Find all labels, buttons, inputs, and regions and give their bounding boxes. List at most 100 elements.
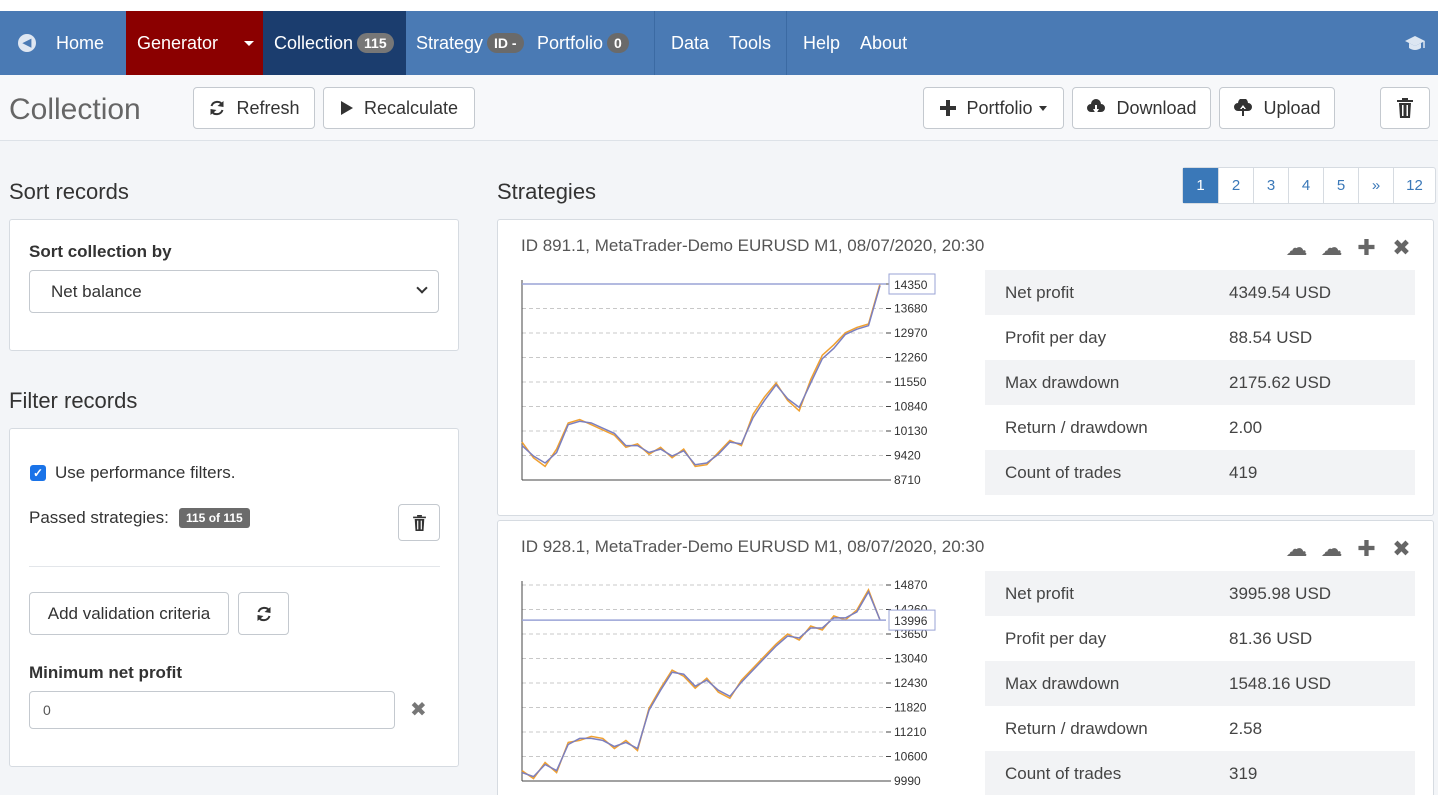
portfolio-count-badge: 0 xyxy=(607,33,629,53)
stat-value: 1548.16 USD xyxy=(1229,673,1332,693)
refresh-icon xyxy=(257,606,270,621)
cloud-upload-icon[interactable]: ☁ xyxy=(1320,235,1343,260)
reset-criteria-button[interactable] xyxy=(238,592,289,635)
stat-row: Net profit 3995.98 USD xyxy=(985,571,1415,616)
plus-icon[interactable]: ✚ xyxy=(1357,235,1376,260)
page-title: Collection xyxy=(9,93,141,126)
page-link[interactable]: 4 xyxy=(1288,168,1323,203)
strategy-card[interactable]: ID 928.1, MetaTrader-Demo EURUSD M1, 08/… xyxy=(497,520,1434,795)
last-value-box xyxy=(888,273,936,295)
stat-row: Max drawdown 1548.16 USD xyxy=(985,661,1415,706)
stat-value: 81.36 USD xyxy=(1229,628,1313,648)
last-value-label: 14350 xyxy=(894,278,928,292)
trash-icon xyxy=(412,514,426,531)
download-button[interactable]: Download xyxy=(1072,87,1211,129)
nav-help[interactable]: Help xyxy=(803,32,841,53)
refresh-icon xyxy=(210,100,224,116)
strategy-title: ID 928.1, MetaTrader-Demo EURUSD M1, 08/… xyxy=(521,537,985,556)
page-link[interactable]: 1 xyxy=(1183,168,1218,203)
cloud-download-icon[interactable]: ☁ xyxy=(1285,235,1308,260)
y-tick-label: 13040 xyxy=(894,652,928,666)
sort-section-title: Sort records xyxy=(9,179,129,204)
stat-value: 419 xyxy=(1229,462,1258,482)
clear-filters-button[interactable] xyxy=(398,504,440,541)
nav-data[interactable]: Data xyxy=(671,32,710,53)
page-link[interactable]: 12 xyxy=(1393,168,1435,203)
stat-value: 2175.62 USD xyxy=(1229,372,1332,392)
nav-generator[interactable]: Generator xyxy=(126,11,263,75)
y-tick-label: 14870 xyxy=(894,578,928,592)
use-filters-label: Use performance filters. xyxy=(55,463,236,482)
stat-label: Count of trades xyxy=(1005,763,1122,783)
play-icon xyxy=(340,101,353,115)
use-filters-checkbox[interactable]: ✓ xyxy=(30,465,46,481)
balance-chart: 1487014260136501304012430118201121010600… xyxy=(521,578,936,788)
nav-collection[interactable]: Collection 115 xyxy=(263,11,406,75)
close-icon[interactable]: ✖ xyxy=(1392,536,1411,561)
stat-value: 2.58 xyxy=(1229,718,1263,738)
y-tick-label: 11550 xyxy=(894,375,927,389)
filter-section-title: Filter records xyxy=(9,388,138,413)
add-validation-criteria-button[interactable]: Add validation criteria xyxy=(29,592,229,635)
stat-value: 88.54 USD xyxy=(1229,327,1313,347)
series-line xyxy=(521,285,881,466)
y-tick-label: 10840 xyxy=(894,400,928,414)
nav-divider xyxy=(654,11,655,75)
cloud-upload-icon[interactable]: ☁ xyxy=(1320,536,1343,561)
y-tick-label: 12430 xyxy=(894,676,928,690)
nav-home[interactable]: ◀ Home xyxy=(0,11,126,75)
stat-label: Net profit xyxy=(1005,583,1074,603)
plus-icon[interactable]: ✚ xyxy=(1357,536,1376,561)
remove-criterion-icon[interactable]: ✖ xyxy=(410,699,427,721)
stat-row: Net profit 4349.54 USD xyxy=(985,270,1415,315)
page-link[interactable]: 3 xyxy=(1253,168,1288,203)
nav-tools[interactable]: Tools xyxy=(729,32,772,53)
y-tick-label: 11210 xyxy=(894,725,927,739)
series-line xyxy=(521,283,881,468)
page-link[interactable]: 2 xyxy=(1218,168,1253,203)
y-tick-label: 12970 xyxy=(894,326,928,340)
page-link[interactable]: » xyxy=(1358,168,1393,203)
stat-row: Max drawdown 2175.62 USD xyxy=(985,360,1415,405)
stat-label: Return / drawdown xyxy=(1005,718,1148,738)
nav-portfolio[interactable]: Portfolio 0 xyxy=(537,11,654,75)
recalculate-button[interactable]: Recalculate xyxy=(323,87,475,129)
nav-collection-label: Collection xyxy=(274,32,354,53)
cloud-download-icon[interactable]: ☁ xyxy=(1285,536,1308,561)
strategies-section-title: Strategies xyxy=(497,179,597,204)
cloud-upload-icon xyxy=(1234,99,1253,116)
y-tick-label: 11820 xyxy=(894,701,927,715)
sort-select[interactable]: Net balance xyxy=(29,270,439,313)
graduation-cap-icon[interactable] xyxy=(1404,33,1426,53)
nav-strategy-label: Strategy xyxy=(416,32,484,53)
strategy-stats: Net profit 3995.98 USD Profit per day 81.36… xyxy=(985,571,1415,795)
y-tick-label: 12260 xyxy=(894,351,928,365)
close-icon[interactable]: ✖ xyxy=(1392,235,1411,260)
divider xyxy=(29,566,440,567)
plus-icon xyxy=(940,100,957,116)
card-actions: ☁ ☁ ✚ ✖ xyxy=(1285,235,1413,261)
y-tick-label: 10130 xyxy=(894,424,928,438)
cloud-download-icon xyxy=(1087,99,1106,114)
add-to-portfolio-button[interactable]: Portfolio xyxy=(923,87,1064,129)
chevron-down-icon xyxy=(416,282,428,294)
min-net-profit-label: Minimum net profit xyxy=(29,663,182,682)
page-link[interactable]: 5 xyxy=(1323,168,1358,203)
upload-button[interactable]: Upload xyxy=(1219,87,1335,129)
pagination: 1 2 3 4 5» 12 xyxy=(1182,167,1436,204)
main-navbar: ◀ Home Generator Collection 115 Strategy… xyxy=(0,11,1438,75)
refresh-button[interactable]: Refresh xyxy=(193,87,315,129)
stat-label: Net profit xyxy=(1005,282,1074,302)
strategy-card[interactable]: ID 891.1, MetaTrader-Demo EURUSD M1, 08/… xyxy=(497,219,1434,516)
stat-value: 2.00 xyxy=(1229,417,1263,437)
portfolio-label: Portfolio xyxy=(966,97,1033,118)
trash-icon xyxy=(1397,98,1413,118)
nav-strategy[interactable]: Strategy ID - xyxy=(406,11,537,75)
min-net-profit-input[interactable]: 0 xyxy=(29,691,395,729)
back-arrow-icon: ◀ xyxy=(18,34,36,52)
stat-label: Return / drawdown xyxy=(1005,417,1148,437)
delete-collection-button[interactable] xyxy=(1380,87,1430,129)
nav-about[interactable]: About xyxy=(860,32,908,53)
stat-label: Max drawdown xyxy=(1005,372,1120,392)
card-actions: ☁ ☁ ✚ ✖ xyxy=(1285,536,1413,562)
